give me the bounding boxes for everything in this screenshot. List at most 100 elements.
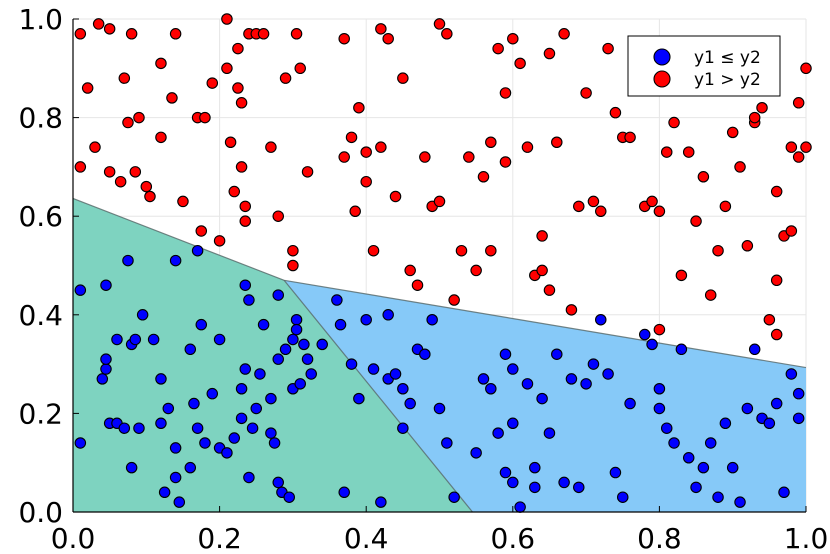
blue-point	[169, 254, 182, 267]
blue-point	[770, 397, 783, 410]
red-point	[169, 28, 182, 40]
blue-point	[287, 333, 299, 346]
red-point	[704, 289, 717, 301]
blue-point	[184, 343, 197, 356]
blue-point	[195, 318, 208, 331]
blue-point	[239, 363, 252, 375]
red-point	[792, 151, 805, 163]
blue-point	[100, 353, 112, 365]
red-point	[232, 42, 244, 55]
blue-point	[646, 338, 658, 351]
blue-point	[734, 496, 746, 508]
red-point	[360, 146, 372, 158]
blue-point	[778, 486, 790, 499]
blue-point	[397, 382, 409, 395]
blue-point	[441, 437, 453, 449]
blue-point	[529, 461, 541, 474]
x-tick-label: 1.0	[784, 522, 829, 554]
red-point	[122, 116, 134, 129]
red-point	[675, 269, 688, 282]
blue-point	[792, 412, 805, 425]
blue-point	[265, 427, 277, 439]
blue-point	[235, 412, 248, 425]
red-point	[521, 141, 534, 153]
blue-point	[719, 417, 732, 430]
red-point	[353, 101, 365, 114]
blue-point	[507, 417, 519, 430]
red-point	[74, 28, 87, 40]
red-point	[397, 72, 409, 84]
blue-point	[580, 378, 592, 390]
blue-point	[74, 437, 87, 449]
red-point	[294, 62, 306, 75]
boundary-lines	[72, 197, 807, 513]
blue-point	[184, 461, 197, 474]
red-point	[228, 185, 241, 198]
red-point	[551, 136, 563, 149]
red-point	[92, 18, 105, 30]
decision-regions	[73, 198, 806, 512]
axes	[72, 19, 806, 513]
legend: y1 ≤ y2 y1 > y2	[627, 35, 781, 97]
blue-point	[382, 309, 394, 321]
red-point	[565, 304, 578, 316]
red-point	[602, 42, 614, 55]
red-point	[404, 264, 416, 277]
blue-point	[305, 368, 317, 380]
blue-point	[345, 358, 358, 370]
red-point	[290, 28, 303, 40]
red-point	[114, 175, 127, 188]
red-point	[770, 274, 783, 287]
red-point	[375, 141, 387, 153]
blue-point	[272, 476, 284, 489]
red-point	[536, 264, 548, 277]
red-point	[232, 82, 244, 94]
blue-point	[602, 368, 614, 380]
blue-point	[660, 422, 673, 434]
y-tick-label: 1.0	[18, 3, 63, 36]
legend-marker-red	[653, 70, 671, 88]
blue-point	[338, 486, 350, 499]
red-point	[719, 200, 732, 213]
blue-point	[188, 397, 200, 410]
red-point	[221, 13, 233, 25]
blue-point	[125, 461, 138, 474]
red-point	[463, 151, 475, 163]
y-tick-label: 0.2	[18, 397, 63, 430]
blue-point	[595, 313, 607, 326]
red-point	[239, 215, 252, 227]
blue-point	[507, 363, 519, 375]
red-point	[133, 111, 145, 124]
blue-point	[235, 382, 248, 395]
red-point	[726, 126, 739, 139]
red-point	[770, 328, 783, 341]
blue-point	[697, 461, 710, 474]
blue-point	[294, 378, 306, 390]
red-point	[235, 97, 248, 109]
blue-point	[100, 279, 112, 291]
red-point	[492, 42, 504, 55]
blue-point	[690, 481, 702, 494]
blue-point	[682, 452, 695, 464]
blue-point	[477, 373, 490, 385]
blue-point	[206, 387, 219, 400]
blue-point	[792, 387, 805, 400]
red-point	[770, 185, 783, 198]
red-point	[411, 279, 424, 291]
red-point	[785, 141, 798, 153]
red-point	[338, 151, 350, 163]
blue-point	[499, 348, 512, 360]
red-point	[448, 294, 460, 306]
red-point	[382, 32, 394, 45]
red-point	[800, 62, 812, 75]
red-point	[595, 205, 607, 218]
blue-point	[272, 289, 284, 301]
blue-point	[419, 348, 431, 360]
red-point	[455, 244, 468, 257]
blue-point	[433, 402, 446, 415]
red-point	[514, 57, 526, 70]
blue-point	[334, 318, 347, 331]
blue-point	[169, 442, 182, 454]
blue-point	[360, 313, 372, 326]
